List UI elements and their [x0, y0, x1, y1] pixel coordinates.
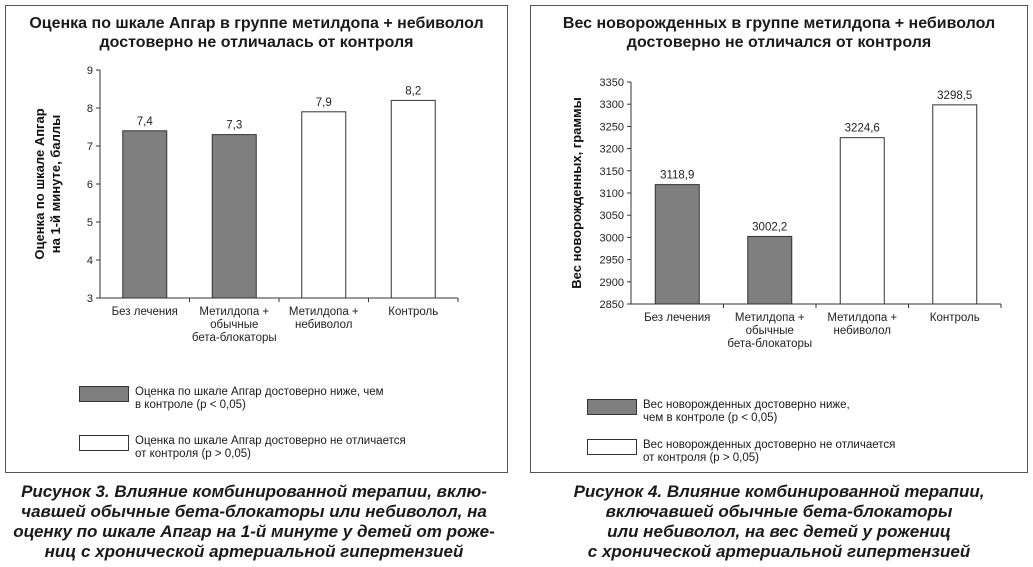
x-category-label: бета-блокаторы	[727, 338, 812, 350]
legend-text: Оценка по шкале Апгар достоверно не отли…	[135, 435, 406, 460]
y-tick-label: 3350	[600, 77, 624, 89]
x-category-label: Метилдопа +	[735, 312, 805, 324]
y-tick-label: 8	[87, 103, 93, 115]
y-tick-label: 3150	[600, 166, 624, 178]
bar	[301, 111, 347, 299]
caption-line: оценку по шкале Апгар на 1-й минуте у де…	[13, 522, 495, 541]
y-tick-label: 3100	[600, 188, 624, 200]
legend-text: Оценка по шкале Апгар достоверно ниже, ч…	[135, 386, 384, 411]
x-category-label: обычные	[746, 325, 794, 337]
data-label: 7,9	[316, 97, 332, 109]
y-tick-label: 3200	[600, 144, 624, 156]
bar	[211, 134, 257, 299]
y-tick-label: 2850	[600, 299, 624, 311]
y-tick-label: 3300	[600, 99, 624, 111]
caption-line: или небиволол, на вес детей у рожениц	[607, 522, 951, 541]
y-tick-label: 6	[87, 179, 93, 191]
x-category-label: Контроль	[930, 312, 980, 324]
data-label: 3118,9	[660, 170, 694, 182]
bar	[747, 235, 793, 305]
legend-item-dark: Оценка по шкале Апгар достоверно ниже, ч…	[79, 386, 384, 412]
y-tick-label: 3250	[600, 121, 624, 133]
legend-text: Вес новорожденных достоверно ниже, чем в…	[643, 399, 850, 424]
y-tick-label: 7	[87, 141, 93, 153]
caption-line: Рисунок 4. Влияние комбинированной терап…	[573, 482, 985, 501]
chart-title-apgar: Оценка по шкале Апгар в группе метилдопа…	[6, 14, 507, 52]
caption-line: чавшей обычные бета-блокаторы или небиво…	[21, 502, 487, 521]
x-category-label: Контроль	[388, 306, 438, 318]
chart-title-line: Вес новорожденных в группе метилдопа + н…	[562, 15, 996, 32]
figure-caption-4: Рисунок 4. Влияние комбинированной терап…	[530, 482, 1028, 562]
legend-swatch-light	[587, 439, 637, 455]
bar	[390, 99, 436, 299]
y-tick-label: 9	[87, 65, 93, 77]
y-tick-label: 5	[87, 217, 93, 229]
chart-title-line: достоверно не отличался от контроля	[626, 34, 932, 51]
y-tick-label: 3000	[600, 232, 624, 244]
bar	[122, 130, 168, 299]
legend-swatch-dark	[79, 386, 129, 402]
data-label: 3298,5	[937, 90, 972, 102]
legend-text: Вес новорожденных достоверно не отличает…	[643, 439, 896, 464]
y-axis-label: на 1-й минуте, баллы	[48, 115, 63, 253]
y-tick-label: 2900	[600, 277, 624, 289]
data-label: 8,2	[405, 85, 421, 97]
bar	[932, 104, 978, 305]
data-label: 3002,2	[752, 221, 787, 233]
data-label: 7,3	[226, 120, 242, 132]
legend-item-light: Оценка по шкале Апгар достоверно не отли…	[79, 435, 406, 461]
y-axis-label: Вес новорожденных, граммы	[569, 97, 584, 288]
caption-line: ниц с хронической артериальной гипертенз…	[44, 542, 464, 561]
x-category-label: Метилдопа +	[289, 306, 359, 318]
legend-swatch-light	[79, 435, 129, 451]
chart-panel-weight: Вес новорожденных в группе метилдопа + н…	[530, 5, 1028, 473]
figure-caption-3: Рисунок 3. Влияние комбинированной терап…	[0, 482, 508, 562]
caption-line: Рисунок 3. Влияние комбинированной терап…	[21, 482, 487, 501]
x-category-label: Метилдопа +	[199, 306, 269, 318]
chart-panel-apgar: Оценка по шкале Апгар в группе метилдопа…	[5, 5, 508, 473]
y-tick-label: 3	[87, 293, 93, 305]
x-category-label: бета-блокаторы	[192, 332, 277, 344]
chart-title-line: Оценка по шкале Апгар в группе метилдопа…	[29, 15, 484, 32]
y-tick-label: 3050	[600, 210, 624, 222]
x-category-label: Метилдопа +	[827, 312, 897, 324]
data-label: 3224,6	[845, 123, 880, 135]
x-category-label: небиволол	[295, 319, 352, 331]
legend-item-dark: Вес новорожденных достоверно ниже, чем в…	[587, 399, 850, 425]
caption-line: с хронической артериальной гипертензией	[587, 542, 971, 561]
bar	[654, 184, 700, 305]
weight-bar-chart: 2850 2900 2950 3000 3050 3100 3150 3200 3250 3300…	[569, 77, 1002, 350]
x-category-label: Без лечения	[112, 306, 178, 318]
x-category-label: Без лечения	[644, 312, 710, 324]
x-category-label: обычные	[210, 319, 258, 331]
chart-title-line: достоверно не отличалась от контроля	[99, 34, 414, 51]
y-axis-label: Оценка по шкале Апгар	[32, 108, 47, 259]
caption-line: включавшей обычные бета-блокаторы	[605, 502, 953, 521]
data-label: 7,4	[137, 116, 154, 128]
chart-title-weight: Вес новорожденных в группе метилдопа + н…	[531, 14, 1027, 52]
legend-item-light: Вес новорожденных достоверно не отличает…	[587, 439, 895, 465]
y-tick-label: 2950	[600, 255, 624, 267]
y-tick-label: 4	[87, 255, 93, 267]
x-category-label: небиволол	[834, 325, 891, 337]
legend-swatch-dark	[587, 399, 637, 415]
bar	[839, 137, 885, 305]
